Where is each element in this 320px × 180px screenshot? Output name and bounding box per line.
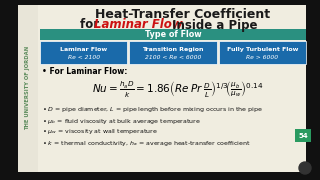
Text: Type of Flow: Type of Flow: [145, 30, 201, 39]
FancyBboxPatch shape: [129, 41, 217, 64]
Text: Fully Turbulent Flow: Fully Turbulent Flow: [227, 47, 298, 51]
Text: Laminar Flow: Laminar Flow: [60, 47, 107, 51]
FancyBboxPatch shape: [18, 5, 306, 172]
Text: 2100 < Re < 6000: 2100 < Re < 6000: [145, 55, 201, 60]
Text: $\bullet$ $\mu_w$ = viscosity at wall temperature: $\bullet$ $\mu_w$ = viscosity at wall te…: [42, 127, 158, 136]
FancyBboxPatch shape: [40, 41, 127, 64]
FancyBboxPatch shape: [18, 5, 38, 172]
FancyBboxPatch shape: [219, 41, 306, 64]
FancyBboxPatch shape: [306, 0, 320, 180]
Text: Laminar Flow: Laminar Flow: [94, 19, 183, 32]
FancyBboxPatch shape: [18, 0, 306, 5]
Text: • For Laminar Flow:: • For Laminar Flow:: [42, 66, 127, 75]
Text: $\bullet$ $\mu_b$ = fluid viscosity at bulk average temperature: $\bullet$ $\mu_b$ = fluid viscosity at b…: [42, 116, 201, 125]
Text: Heat-Transfer Coefficient: Heat-Transfer Coefficient: [95, 8, 271, 21]
Text: Transition Region: Transition Region: [142, 47, 204, 51]
Text: $\bullet$ $k$ = thermal conductivity, $h_a$ = average heat-transfer coefficient: $\bullet$ $k$ = thermal conductivity, $h…: [42, 138, 251, 147]
FancyBboxPatch shape: [0, 0, 18, 180]
Text: $\bullet$ $D$ = pipe diameter, $L$ = pipe length before mixing occurs in the pip: $\bullet$ $D$ = pipe diameter, $L$ = pip…: [42, 105, 263, 114]
Text: $Nu = \frac{h_a D}{k} = 1.86\left(Re\;Pr\;\frac{D}{L}\right)^{1/3}\!\left(\frac{: $Nu = \frac{h_a D}{k} = 1.86\left(Re\;Pr…: [92, 79, 264, 99]
Text: Inside a Pipe: Inside a Pipe: [168, 19, 258, 32]
Text: Re < 2100: Re < 2100: [68, 55, 100, 60]
Text: 1A: 1A: [301, 165, 308, 170]
Text: THE UNIVERSITY OF JORDAN: THE UNIVERSITY OF JORDAN: [26, 46, 30, 130]
Circle shape: [299, 162, 311, 174]
FancyBboxPatch shape: [295, 129, 311, 142]
Text: 54: 54: [298, 132, 308, 138]
Text: Re > 6000: Re > 6000: [246, 55, 278, 60]
FancyBboxPatch shape: [18, 172, 306, 180]
FancyBboxPatch shape: [40, 29, 306, 40]
Text: for: for: [80, 19, 103, 32]
